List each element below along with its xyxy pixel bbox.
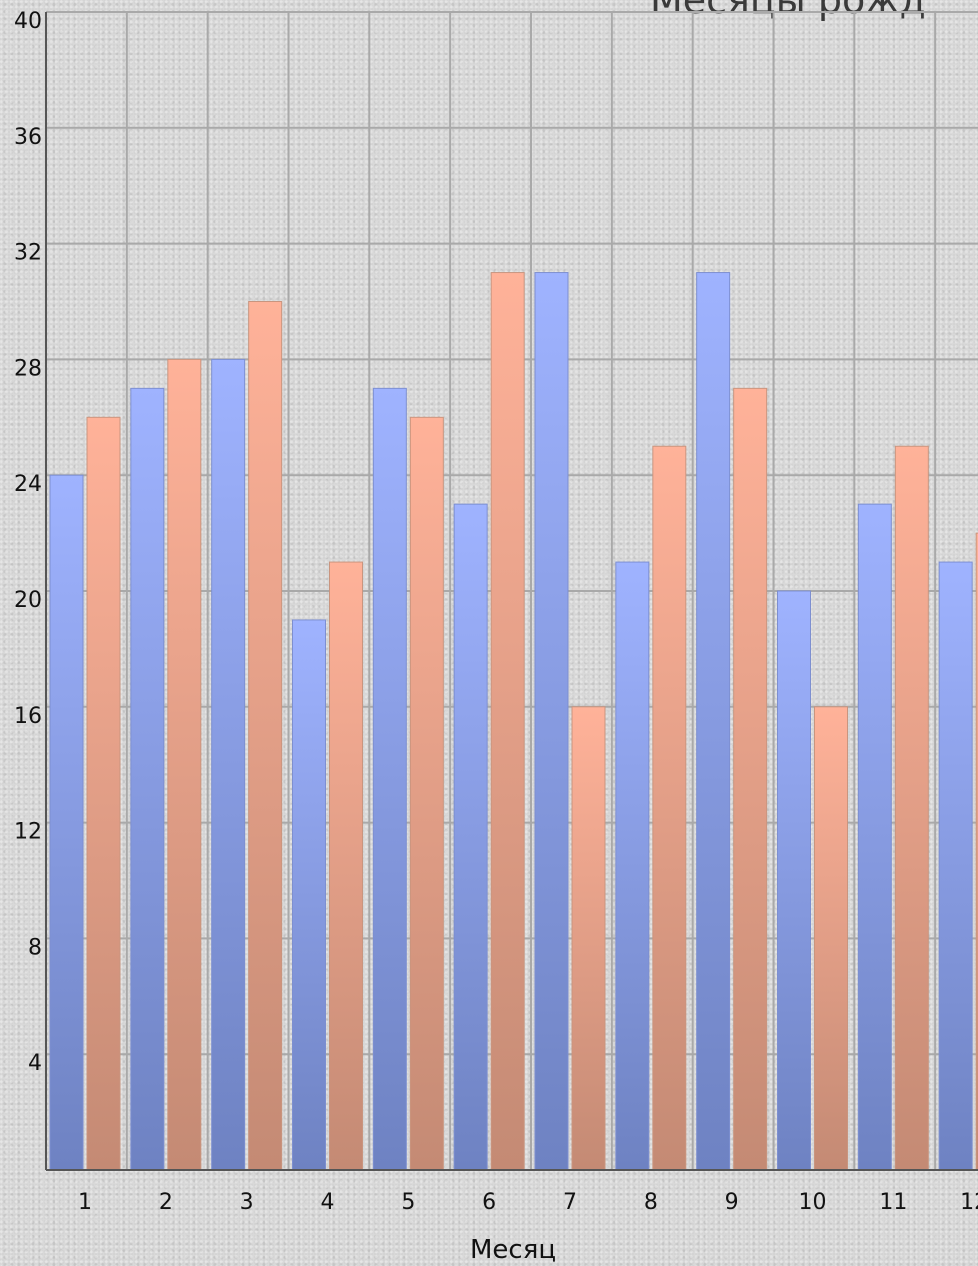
- x-axis-label: Месяц: [470, 1235, 556, 1265]
- y-tick-label: 16: [14, 704, 42, 729]
- bar-series2-9: [733, 387, 768, 1171]
- bar-series2-6: [490, 272, 525, 1171]
- y-tick-label: 24: [14, 472, 42, 497]
- x-tick-label: 11: [879, 1190, 907, 1215]
- x-tick-label: 4: [321, 1190, 335, 1215]
- y-tick-label: 36: [14, 125, 42, 150]
- bar-series1-7: [534, 272, 569, 1171]
- bar-series2-1: [86, 416, 121, 1171]
- bar-series1-6: [453, 503, 488, 1171]
- y-tick-label: 20: [14, 588, 42, 613]
- bar-series2-2: [167, 358, 202, 1171]
- x-tick-label: 10: [799, 1190, 827, 1215]
- bar-series1-3: [211, 358, 246, 1171]
- x-tick-label: 2: [159, 1190, 173, 1215]
- y-tick-label: 28: [14, 356, 42, 381]
- axes: 481216202428323640123456789101112: [14, 9, 978, 1215]
- bar-series1-9: [696, 272, 731, 1171]
- x-tick-label: 6: [482, 1190, 496, 1215]
- x-tick-label: 8: [644, 1190, 658, 1215]
- y-tick-label: 32: [14, 241, 42, 266]
- bar-series2-8: [652, 445, 687, 1171]
- bars: [49, 272, 978, 1171]
- x-tick-label: 7: [563, 1190, 577, 1215]
- x-tick-label: 3: [240, 1190, 254, 1215]
- bar-series1-5: [372, 387, 407, 1171]
- y-tick-label: 12: [14, 820, 42, 845]
- y-tick-label: 4: [28, 1051, 42, 1076]
- bar-series2-12: [975, 532, 978, 1171]
- x-tick-label: 5: [401, 1190, 415, 1215]
- bar-series1-1: [49, 474, 84, 1171]
- bar-series2-3: [248, 301, 283, 1171]
- bar-series2-7: [571, 706, 606, 1171]
- bar-series1-11: [857, 503, 892, 1171]
- y-tick-label: 40: [14, 9, 42, 34]
- bar-series2-4: [329, 561, 363, 1171]
- bar-series1-8: [615, 561, 650, 1171]
- x-tick-label: 1: [78, 1190, 92, 1215]
- y-tick-label: 8: [28, 935, 42, 960]
- bar-series1-12: [938, 561, 973, 1171]
- x-tick-label: 12: [960, 1190, 978, 1215]
- x-tick-label: 9: [725, 1190, 739, 1215]
- bar-series1-2: [130, 387, 165, 1171]
- bar-series1-4: [292, 619, 326, 1171]
- bar-series2-5: [409, 416, 444, 1171]
- bar-series1-10: [777, 590, 811, 1171]
- bar-series2-11: [894, 445, 929, 1171]
- bar-series2-10: [814, 706, 848, 1171]
